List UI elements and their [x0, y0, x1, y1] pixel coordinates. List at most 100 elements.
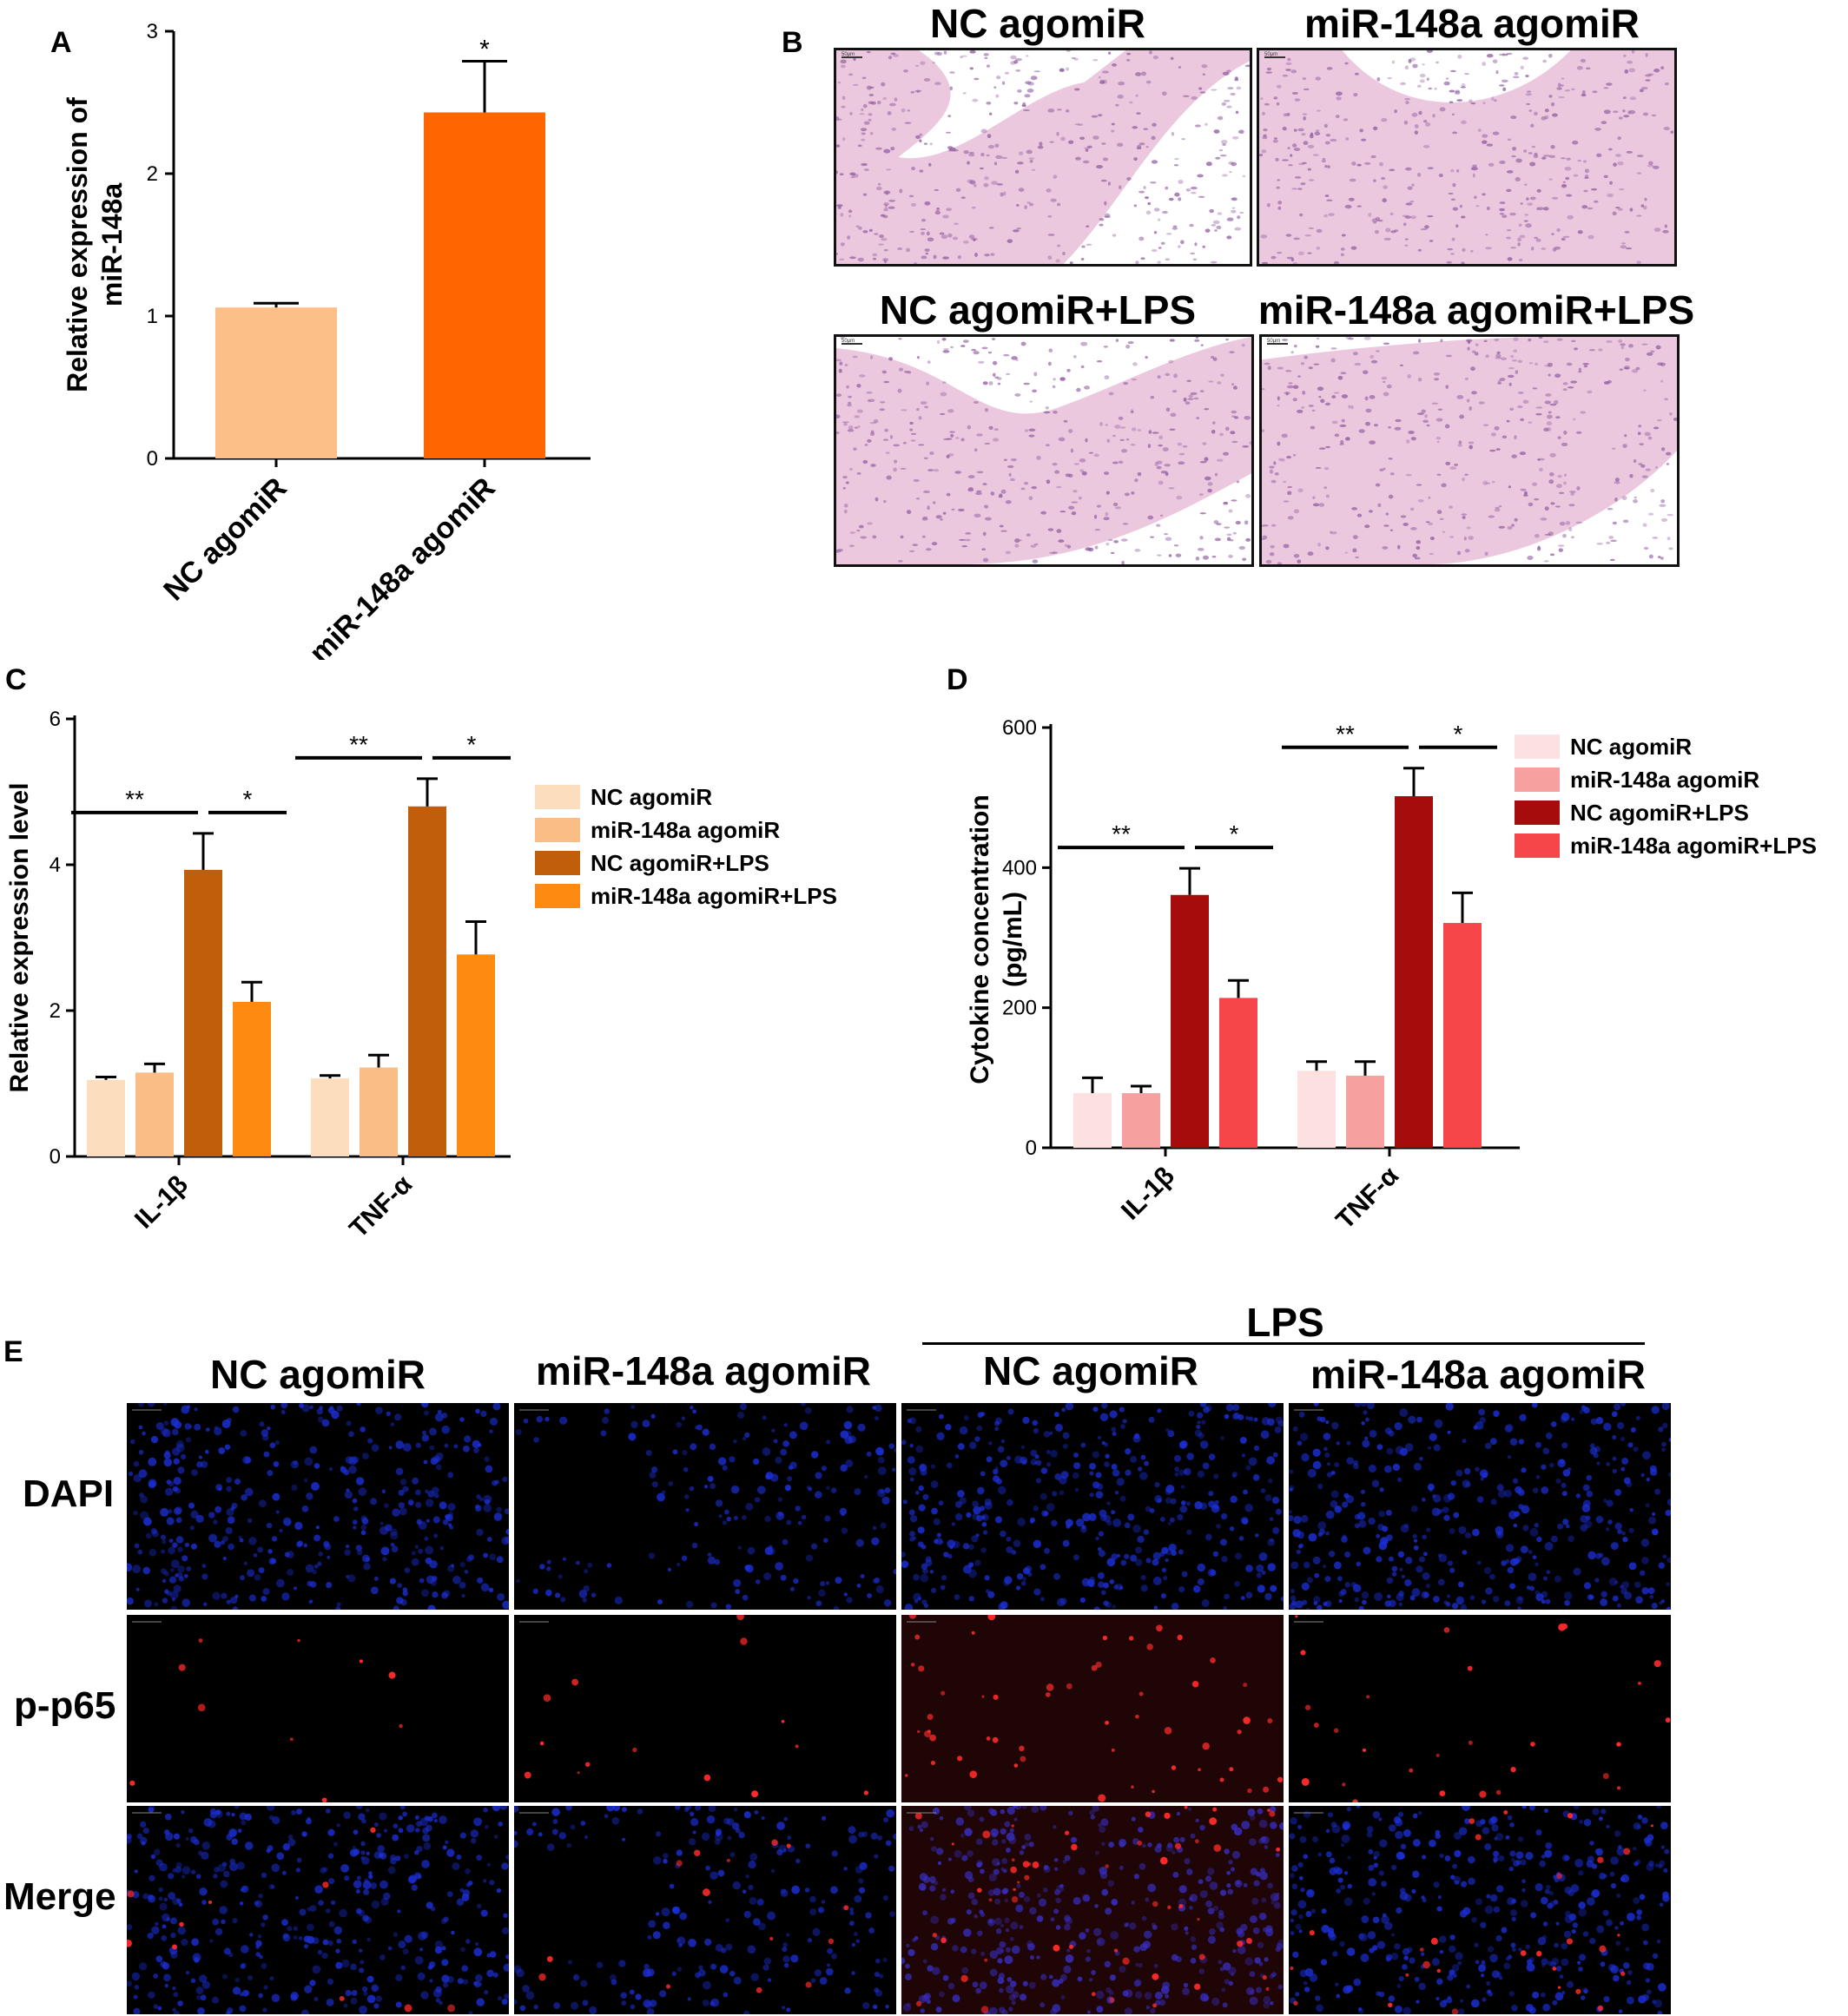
- nucleus: [846, 385, 849, 389]
- dapi-nucleus: [225, 1526, 233, 1535]
- nucleus: [1388, 458, 1393, 460]
- dapi-nucleus: [1616, 1421, 1625, 1430]
- dapi-nucleus: [963, 1928, 972, 1937]
- dapi-nucleus: [1289, 1487, 1293, 1492]
- dapi-nucleus: [493, 1835, 498, 1839]
- dapi-nucleus: [715, 1499, 723, 1507]
- dapi-nucleus: [952, 1994, 960, 2003]
- nucleus: [866, 85, 872, 90]
- nucleus: [1165, 372, 1171, 377]
- dapi-nucleus: [1004, 1898, 1008, 1903]
- nucleus: [1224, 426, 1230, 432]
- dapi-nucleus: [1298, 1929, 1303, 1934]
- dapi-nucleus: [484, 1990, 489, 1995]
- dapi-nucleus: [546, 1559, 551, 1565]
- dapi-nucleus: [843, 1867, 848, 1871]
- dapi-nucleus: [877, 1835, 882, 1841]
- nucleus: [1451, 237, 1455, 241]
- nucleus: [1666, 537, 1671, 541]
- dapi-nucleus: [1183, 1467, 1191, 1476]
- dapi-nucleus: [1119, 1585, 1124, 1591]
- dapi-nucleus: [683, 1466, 689, 1472]
- dapi-nucleus: [423, 1841, 432, 1850]
- dapi-nucleus: [1226, 1870, 1231, 1875]
- nucleus: [1197, 174, 1204, 178]
- dapi-nucleus: [1391, 1565, 1398, 1572]
- dapi-nucleus: [604, 1408, 610, 1414]
- dapi-nucleus: [1106, 1520, 1112, 1526]
- nucleus: [1535, 412, 1542, 416]
- dapi-nucleus: [267, 1426, 271, 1431]
- dapi-nucleus: [981, 1522, 987, 1527]
- dapi-nucleus: [981, 1515, 986, 1519]
- nucleus: [1132, 126, 1138, 129]
- dapi-nucleus: [1464, 1818, 1470, 1824]
- p65-puncta: [1022, 1861, 1030, 1868]
- dapi-nucleus: [380, 1546, 390, 1556]
- nucleus: [1562, 388, 1568, 392]
- dapi-nucleus: [1201, 1598, 1210, 1608]
- dapi-nucleus: [1065, 1953, 1074, 1963]
- dapi-nucleus: [421, 1430, 427, 1435]
- nucleus: [1587, 207, 1594, 210]
- p65-puncta: [703, 1888, 710, 1896]
- nucleus: [1614, 154, 1622, 157]
- nucleus: [1330, 530, 1333, 534]
- nucleus: [1343, 118, 1349, 122]
- dapi-nucleus: [830, 1886, 838, 1894]
- dapi-nucleus: [1478, 1964, 1486, 1973]
- dapi-nucleus: [1623, 1477, 1631, 1485]
- dapi-nucleus: [1325, 1851, 1332, 1858]
- nucleus: [1583, 160, 1587, 163]
- nucleus: [897, 247, 903, 251]
- nucleus: [1388, 494, 1394, 499]
- dapi-nucleus: [747, 1945, 756, 1954]
- nucleus: [894, 97, 898, 102]
- dapi-nucleus: [267, 1845, 274, 1852]
- nucleus: [1293, 344, 1297, 348]
- nucleus: [1276, 84, 1282, 89]
- nucleus: [950, 433, 954, 438]
- nucleus: [1316, 337, 1320, 340]
- dapi-nucleus: [703, 1485, 709, 1489]
- nucleus: [1030, 544, 1037, 548]
- dapi-nucleus: [368, 1871, 373, 1875]
- dapi-nucleus: [383, 1503, 389, 1508]
- p65-puncta: [1479, 1790, 1487, 1798]
- nucleus: [1650, 488, 1655, 493]
- dapi-nucleus: [1495, 1934, 1502, 1942]
- dapi-nucleus: [423, 1459, 428, 1465]
- dapi-nucleus: [1001, 1857, 1008, 1864]
- dapi-nucleus: [580, 1821, 586, 1826]
- dapi-nucleus: [689, 1486, 695, 1492]
- dapi-nucleus: [606, 1563, 612, 1568]
- nucleus: [1566, 194, 1573, 197]
- dapi-nucleus: [1092, 1806, 1099, 1812]
- nucleus: [1568, 491, 1576, 493]
- dapi-nucleus: [1228, 1967, 1237, 1975]
- nucleus: [1499, 378, 1506, 381]
- nucleus: [1063, 419, 1068, 423]
- dapi-nucleus: [1354, 1513, 1361, 1520]
- dapi-nucleus: [1277, 1420, 1284, 1427]
- p65-puncta: [1198, 1768, 1201, 1772]
- nucleus: [1394, 109, 1397, 114]
- dapi-nucleus: [227, 1516, 235, 1525]
- dapi-nucleus: [1000, 1867, 1005, 1871]
- dapi-nucleus: [284, 1552, 290, 1558]
- nucleus: [1303, 88, 1310, 91]
- dapi-nucleus: [314, 1463, 320, 1469]
- nucleus: [1474, 195, 1477, 200]
- dapi-nucleus: [261, 1872, 267, 1879]
- nucleus: [1024, 205, 1027, 209]
- dapi-nucleus: [1508, 1991, 1515, 1997]
- dapi-nucleus: [1249, 1989, 1255, 1995]
- dapi-nucleus: [1390, 1953, 1399, 1960]
- legend-swatch-1: [1515, 768, 1560, 792]
- nucleus: [1666, 463, 1670, 465]
- dapi-nucleus: [805, 1554, 814, 1562]
- nucleus: [1548, 155, 1556, 158]
- dapi-nucleus: [442, 1982, 449, 1988]
- dapi-nucleus: [360, 1960, 365, 1965]
- dapi-nucleus: [1261, 1570, 1266, 1575]
